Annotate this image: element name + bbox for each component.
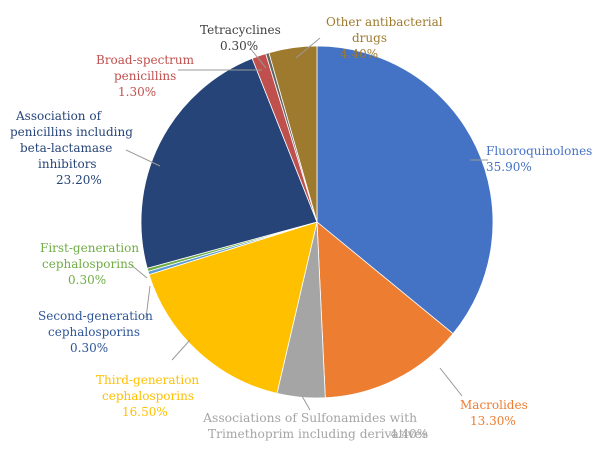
slice-label-macrolides: Macrolides 13.30% xyxy=(460,398,528,428)
slice-label-third-generation: Third-generation cephalosporins 16.50% xyxy=(96,373,199,419)
pie-slice-fluoroquinolones xyxy=(316,45,494,335)
leader-line-sulfonamides xyxy=(301,395,311,411)
label-line: Second-generation xyxy=(38,309,153,323)
slice-label-first-generation-name: First-generation cephalosporins xyxy=(40,241,139,271)
slice-label-fluoroquinolones-value: 35.90% xyxy=(486,160,532,174)
slice-label-other-value: 4.40% xyxy=(340,47,378,61)
label-line: First-generation xyxy=(40,241,139,255)
label-line: cephalosporins xyxy=(42,257,134,271)
slice-label-association-penicillins-value: 23.20% xyxy=(56,173,102,187)
slice-label-broad-spectrum: Broad-spectrum penicillins 1.30% xyxy=(96,53,195,99)
slice-label-sulfonamides-value: 4.40% xyxy=(390,427,428,441)
leader-line-second-generation xyxy=(145,285,151,319)
slice-label-first-generation: First-generation cephalosporins 0.30% xyxy=(40,241,139,287)
slice-label-tetracyclines-name: Tetracyclines xyxy=(200,23,281,37)
pie-slice-third-generation-cephalosporins xyxy=(148,221,318,394)
label-line: Other antibacterial xyxy=(326,15,443,29)
slice-label-association-penicillins: Association of penicillins including beta-… xyxy=(10,109,133,187)
pie-slice-macrolides xyxy=(316,221,454,399)
leader-line-other xyxy=(295,37,321,59)
label-line: Association of xyxy=(15,109,103,123)
label-line: Broad-spectrum xyxy=(96,53,195,67)
label-line: beta-lactamase xyxy=(20,141,112,155)
label-line: penicillins xyxy=(114,69,176,83)
slice-label-second-generation-value: 0.30% xyxy=(70,341,108,355)
slice-label-tetracyclines: Tetracyclines 0.30% xyxy=(200,23,281,53)
svg-text:Associations of Sulfonamides w: Associations of Sulfonamides with Trimet… xyxy=(202,411,428,441)
slice-label-first-generation-value: 0.30% xyxy=(68,273,106,287)
slice-label-broad-spectrum-name: Broad-spectrum penicillins xyxy=(96,53,195,83)
slice-label-sulfonamides-name-line-2: Trimethoprim including derivatives xyxy=(208,427,428,441)
label-line: cephalosporins xyxy=(102,389,194,403)
leader-lines xyxy=(125,37,488,411)
leader-line-first-generation xyxy=(129,263,148,279)
label-line: cephalosporins xyxy=(48,325,140,339)
slice-label-fluoroquinolones: Fluoroquinolones 35.90% xyxy=(486,144,592,174)
label-line: penicillins including xyxy=(10,125,133,139)
slice-label-other: Other antibacterial drugs 4.40% xyxy=(326,15,443,61)
leader-line-tetracyclines xyxy=(249,47,267,69)
pie-slices xyxy=(140,45,494,399)
slice-label-macrolides-name: Macrolides xyxy=(460,398,528,412)
leader-line-macrolides xyxy=(439,367,463,397)
leader-line-third-generation xyxy=(171,339,191,361)
slice-label-broad-spectrum-value: 1.30% xyxy=(118,85,156,99)
pie-slice-association-of-penicillins-including-beta-lactamase-inhibitors xyxy=(140,57,318,269)
slice-label-sulfonamides-name: Associations of Sulfonamides with xyxy=(202,411,417,425)
label-line: inhibitors xyxy=(38,157,97,171)
label-line: Third-generation xyxy=(96,373,199,387)
slice-label-macrolides-value: 13.30% xyxy=(470,414,516,428)
slice-label-second-generation: Second-generation cephalosporins 0.30% xyxy=(38,309,153,355)
slice-label-association-penicillins-name: Association of penicillins including beta-… xyxy=(10,109,133,171)
slice-label-third-generation-name: Third-generation cephalosporins xyxy=(96,373,199,403)
slice-label-second-generation-name: Second-generation cephalosporins xyxy=(38,309,153,339)
leader-line-association-penicillins xyxy=(125,149,161,167)
slice-label-sulfonamides: Associations of Sulfonamides with Trimet… xyxy=(202,411,428,441)
slice-label-other-name: Other antibacterial drugs xyxy=(326,15,443,45)
pie-slice-other-antibacterial-drugs xyxy=(268,45,318,223)
label-line: drugs xyxy=(352,31,387,45)
slice-label-tetracyclines-value: 0.30% xyxy=(220,39,258,53)
slice-label-fluoroquinolones-name: Fluoroquinolones xyxy=(486,144,592,158)
slice-label-third-generation-value: 16.50% xyxy=(122,405,168,419)
